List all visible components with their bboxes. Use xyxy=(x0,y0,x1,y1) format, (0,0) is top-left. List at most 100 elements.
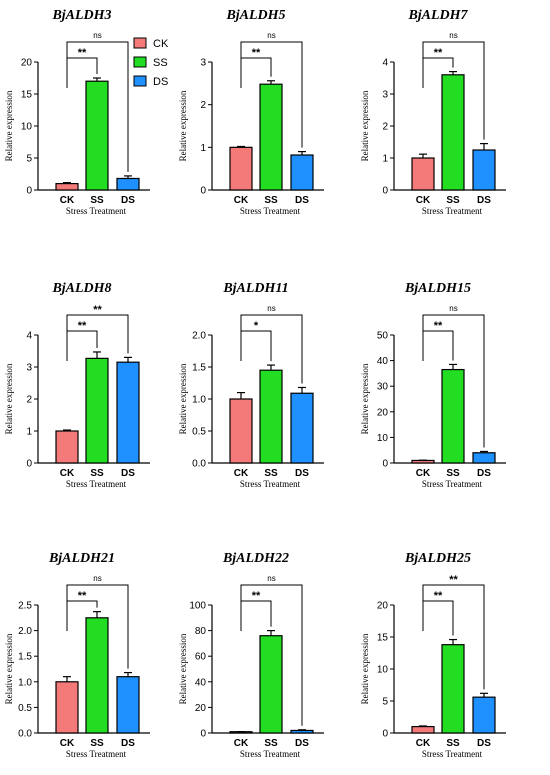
y-tick-label: 0 xyxy=(26,186,32,197)
x-axis-label: Stress Treatment xyxy=(240,479,301,489)
bar-ck xyxy=(55,681,79,734)
significance-bracket xyxy=(66,330,98,361)
chart-panel-bjaldh5: BjALDH5 0 1 2 3 Relative expression CK SS DSStre… xyxy=(178,8,324,216)
x-tick-label: SS xyxy=(90,468,104,479)
y-tick-label: 1.0 xyxy=(18,677,32,688)
significance-label: ns xyxy=(267,304,275,313)
significance-bracket xyxy=(240,57,272,88)
y-tick-label: 15 xyxy=(21,90,33,101)
significance-bracket xyxy=(66,41,129,172)
significance-label: ns xyxy=(267,31,275,40)
chart-panel-bjaldh11: BjALDH11 0.0 0.5 1.0 1.5 2.0 Relative expressi… xyxy=(178,281,324,489)
chart-panel-bjaldh8: BjALDH8 0 1 2 3 4 Relative expression CK SS DSStr… xyxy=(4,281,150,489)
bar-ds xyxy=(472,696,496,734)
chart-panel-bjaldh22: BjALDH22 0 20 40 60 80 100 Relative expression C… xyxy=(178,551,324,759)
bar-ds xyxy=(290,729,314,734)
y-tick-label: 2.0 xyxy=(18,626,32,637)
x-tick-label: DS xyxy=(121,468,135,479)
y-axis-label: Relative expression xyxy=(4,363,14,434)
y-tick-label: 50 xyxy=(377,331,389,342)
y-axis-label: Relative expression xyxy=(4,633,14,704)
significance-bracket xyxy=(240,41,303,148)
y-tick-label: 0 xyxy=(200,186,206,197)
y-tick-label: 30 xyxy=(377,382,389,393)
y-tick-label: 0.0 xyxy=(192,459,206,470)
y-tick-label: 2 xyxy=(200,100,206,111)
bar-ck xyxy=(229,398,253,464)
significance-bracket xyxy=(66,600,98,631)
chart-title: BjALDH15 xyxy=(404,281,471,296)
x-axis-label: Stress Treatment xyxy=(422,206,483,216)
bar-ds xyxy=(116,177,140,191)
bar-ck xyxy=(55,430,79,464)
chart-title: BjALDH8 xyxy=(51,281,111,296)
significance-bracket xyxy=(66,57,98,88)
significance-label: ns xyxy=(267,574,275,583)
significance-label: ** xyxy=(252,47,261,59)
legend-swatch-ds xyxy=(133,75,147,87)
significance-bracket xyxy=(240,600,272,631)
bar-ss xyxy=(85,357,109,464)
x-axis-label: Stress Treatment xyxy=(240,206,301,216)
x-tick-label: CK xyxy=(60,468,75,479)
bar-ss xyxy=(441,644,465,734)
x-tick-label: DS xyxy=(295,195,309,206)
y-tick-label: 20 xyxy=(377,407,389,418)
chart-title: BjALDH25 xyxy=(404,551,471,566)
y-tick-label: 0 xyxy=(382,186,388,197)
significance-bracket xyxy=(240,584,303,726)
significance-label: ** xyxy=(78,320,87,332)
y-tick-label: 4 xyxy=(382,58,388,69)
significance-bracket xyxy=(422,584,485,690)
y-tick-label: 2.0 xyxy=(192,331,206,342)
x-tick-label: SS xyxy=(446,468,460,479)
significance-label: ** xyxy=(252,590,261,602)
bar-ck xyxy=(411,725,435,734)
significance-label: ** xyxy=(78,47,87,59)
x-axis-label: Stress Treatment xyxy=(422,749,483,759)
y-tick-label: 0 xyxy=(382,459,388,470)
y-tick-label: 1.0 xyxy=(192,395,206,406)
chart-title: BjALDH21 xyxy=(48,551,115,566)
y-tick-label: 2 xyxy=(382,122,388,133)
significance-label: ** xyxy=(434,590,443,602)
y-tick-label: 0 xyxy=(200,729,206,740)
x-tick-label: SS xyxy=(90,195,104,206)
y-tick-label: 0.5 xyxy=(18,703,32,714)
bar-ds xyxy=(472,452,496,464)
y-tick-label: 1.5 xyxy=(192,363,206,374)
chart-panel-bjaldh3: BjALDH3 0 5 10 15 20 Relative expression CK SS DS… xyxy=(4,8,150,216)
bar-ck xyxy=(229,146,253,191)
y-axis-label: Relative expression xyxy=(178,363,188,434)
significance-label: ns xyxy=(93,574,101,583)
y-tick-label: 2.5 xyxy=(18,601,32,612)
y-tick-label: 0.0 xyxy=(18,729,32,740)
x-tick-label: DS xyxy=(477,738,491,749)
bar-ck xyxy=(55,183,79,191)
significance-bracket xyxy=(240,314,303,384)
y-tick-label: 1.5 xyxy=(18,652,32,663)
y-tick-label: 0 xyxy=(26,459,32,470)
x-axis-label: Stress Treatment xyxy=(66,206,127,216)
y-tick-label: 2 xyxy=(26,395,32,406)
y-axis-label: Relative expression xyxy=(360,90,370,161)
chart-panel-bjaldh15: BjALDH15 0 10 20 30 40 50 Relative expression CK… xyxy=(360,281,506,489)
significance-label: ** xyxy=(449,574,458,586)
legend-label-ck: CK xyxy=(153,38,169,50)
x-tick-label: CK xyxy=(416,195,431,206)
y-tick-label: 0.5 xyxy=(192,427,206,438)
y-tick-label: 20 xyxy=(195,703,207,714)
chart-title: BjALDH11 xyxy=(222,281,288,296)
legend-label-ss: SS xyxy=(153,57,168,69)
x-axis-label: Stress Treatment xyxy=(240,749,301,759)
y-tick-label: 0 xyxy=(382,729,388,740)
x-axis-label: Stress Treatment xyxy=(66,749,127,759)
y-axis-label: Relative expression xyxy=(178,633,188,704)
x-tick-label: DS xyxy=(477,468,491,479)
y-tick-label: 20 xyxy=(377,601,389,612)
significance-label: * xyxy=(254,320,259,332)
x-tick-label: DS xyxy=(295,468,309,479)
y-tick-label: 10 xyxy=(377,665,389,676)
